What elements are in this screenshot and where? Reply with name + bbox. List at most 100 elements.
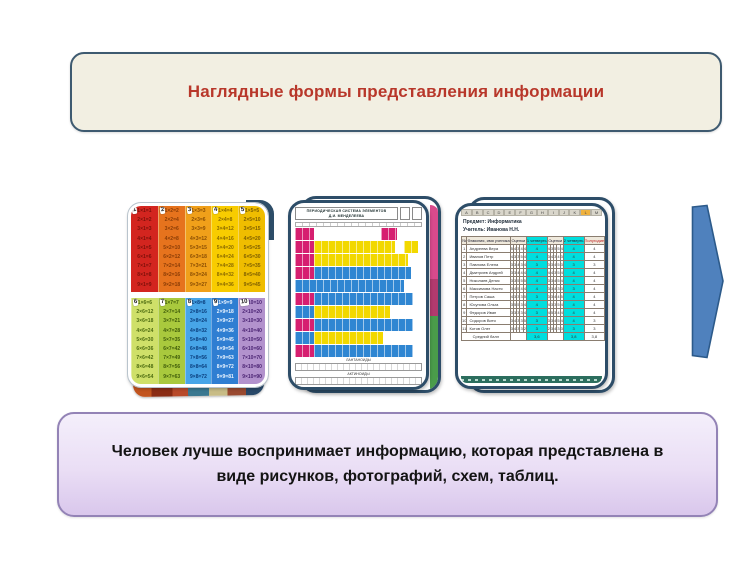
quarter1-grade: 3	[525, 292, 548, 301]
mt-equation: 9×9=81	[216, 373, 234, 380]
mt-equation: 9×4=36	[216, 281, 234, 288]
periodic-cells-white	[395, 241, 405, 254]
stacked-photo-edge	[430, 205, 438, 390]
mt-equation: 1×3=3	[191, 208, 206, 214]
student-name: Федоров Иван	[466, 308, 511, 317]
periodic-table-title: ПЕРИОДИЧЕСКАЯ СИСТЕМА ЭЛЕМЕНТОВ Д.И. МЕН…	[295, 207, 398, 221]
periodic-row	[295, 241, 422, 254]
actinides-label: АКТИНОИДЫ	[347, 372, 370, 377]
mt-column-9: 9 1×9=9 2×9=18 3×9=27 4×9=36 5×9=45 6×9=54 7×9=…	[211, 298, 239, 384]
mt-equation: 9×10=90	[242, 373, 262, 380]
periodic-cells-magenta	[295, 241, 315, 254]
periodic-cells-magenta	[295, 293, 315, 306]
periodic-cells-white	[390, 306, 422, 319]
periodic-row	[295, 345, 422, 358]
mt-equation: 1×1=1	[137, 208, 152, 214]
mt-equation: 7×1=7	[137, 263, 152, 270]
mt-equation: 3×4=12	[216, 226, 234, 233]
periodic-cells-white	[410, 267, 422, 280]
mt-equation: 6×6=36	[136, 346, 154, 353]
student-name: Андреева Вера	[466, 244, 511, 253]
mt-equation: 7×5=35	[243, 263, 261, 270]
quarter2-grade: 4	[562, 276, 585, 285]
mt-equation: 3×2=6	[164, 226, 179, 233]
mt-equation: 1×7=7	[164, 300, 179, 306]
column-letter: A	[461, 209, 472, 216]
mt-equation: 8×10=80	[242, 364, 262, 371]
summary-q2: 3,8	[562, 332, 585, 341]
mt-equation: 5×9=45	[216, 336, 234, 343]
mt-column-badge: 3	[186, 206, 193, 215]
periodic-cells-white	[413, 319, 422, 332]
gradebook-row: 8 Юсупова Ольга 3 5 5 3 4 4 4 3 3 5 4 4 4	[460, 300, 605, 309]
mt-equation: 5×3=15	[190, 244, 207, 251]
quarter1-grade: 4	[525, 244, 548, 253]
mt-equation: 5×8=40	[190, 336, 207, 343]
periodic-cells-white	[418, 241, 422, 254]
halfyear-grade: 4	[583, 300, 605, 309]
quarter2-grade: 4	[562, 244, 585, 253]
quarter1-grade: 3	[525, 324, 548, 333]
mt-equation: 1×5=5	[244, 208, 260, 214]
gradebook-row: 1 Андреева Вера 5 4 3 4 4 4 4 3 5 5 4 4 4	[460, 244, 605, 253]
periodic-table-header: ПЕРИОДИЧЕСКАЯ СИСТЕМА ЭЛЕМЕНТОВ Д.И. МЕН…	[295, 207, 422, 221]
mt-equation: 2×5=10	[243, 217, 261, 224]
slide-title: Наглядные формы представления информации	[187, 82, 605, 101]
spreadsheet-status-bar	[461, 376, 602, 383]
periodic-cells-magenta	[295, 345, 315, 358]
periodic-row	[295, 319, 422, 332]
halfyear-grade: 4	[583, 292, 605, 301]
mt-equation: 1×8=8	[191, 300, 206, 306]
quarter1-grade: 4	[525, 268, 548, 277]
periodic-cells-white	[314, 228, 382, 241]
periodic-cells-white	[396, 228, 422, 241]
mt-equation: 5×4=20	[216, 244, 234, 251]
conclusion-text: Человек лучше воспринимает информацию, к…	[111, 442, 664, 485]
column-letter: K	[569, 209, 581, 216]
student-name: Иванов Петр	[466, 252, 511, 261]
periodic-cells-white	[404, 280, 422, 293]
periodic-cells-blue	[314, 345, 414, 358]
mt-column-6: 6 1×6=6 2×6=12 3×6=18 4×6=24 5×6=30 6×6=36 7×6=…	[131, 298, 158, 384]
student-name: Николаев Денис	[466, 276, 511, 285]
gradebook-header: Полугодие	[583, 236, 605, 245]
mt-equation: 6×7=42	[163, 346, 181, 353]
column-letter: J	[558, 209, 570, 216]
gradebook-row: 10 Сидоров Витя 3 4 3 3 5 3 3 3 4 5 4 4 3	[460, 316, 605, 325]
quarter1-grade: 3	[525, 308, 548, 317]
periodic-cells-white	[382, 332, 422, 345]
mt-equation: 9×8=72	[190, 373, 207, 380]
subject-line: Предмет: Информатика	[463, 219, 522, 225]
mt-equation: 1×10=10	[242, 300, 262, 306]
column-letter: L	[580, 209, 592, 216]
periodic-row	[295, 267, 422, 280]
periodic-cells-white	[408, 254, 422, 267]
column-letter: M	[591, 209, 602, 216]
mt-column-2: 2 1×2=2 2×2=4 3×2=6 4×2=8 5×2=10 6×2=12 7×2=14 8…	[157, 206, 185, 292]
periodic-cells-white	[413, 345, 422, 358]
gradebook-summary-row: Средний балл 3,6 3,8 3,8	[461, 332, 605, 341]
mt-equation: 7×4=28	[216, 263, 234, 270]
mt-equation: 8×5=40	[243, 272, 261, 279]
quarter2-grade: 4	[562, 316, 585, 325]
gradebook-row: 11 Котов Олег 3 4 3 3 2 3 2 3 4 3 3 3 3	[460, 324, 605, 333]
halfyear-grade: 4	[583, 308, 605, 317]
column-letter: G	[526, 209, 537, 216]
mt-equation: 4×7=28	[163, 327, 181, 334]
halfyear-grade: 3	[583, 324, 605, 333]
quarter2-grade: 3	[562, 284, 585, 293]
periodic-cells-yellow	[314, 332, 383, 345]
periodic-cells-magenta	[295, 254, 315, 267]
halfyear-grade: 3	[583, 260, 605, 269]
column-letter: B	[471, 209, 483, 216]
mt-equation: 2×1=2	[137, 217, 152, 224]
student-name: Юсупова Ольга	[466, 300, 511, 309]
quarter1-grade: 3	[525, 316, 548, 325]
mt-equation: 8×9=72	[216, 364, 234, 371]
halfyear-grade: 4	[583, 284, 605, 293]
gradebook-header: 2 четверть	[562, 236, 585, 245]
gradebook-row: 5 Николаев Денис 3 3 5 5 5 4 3 3 4 5 4 4 4	[460, 276, 605, 285]
periodic-cells-blue	[295, 280, 405, 293]
mt-column-8: 8 1×8=8 2×8=16 3×8=24 4×8=32 5×8=40 6×8=48 7×8=…	[184, 298, 212, 384]
